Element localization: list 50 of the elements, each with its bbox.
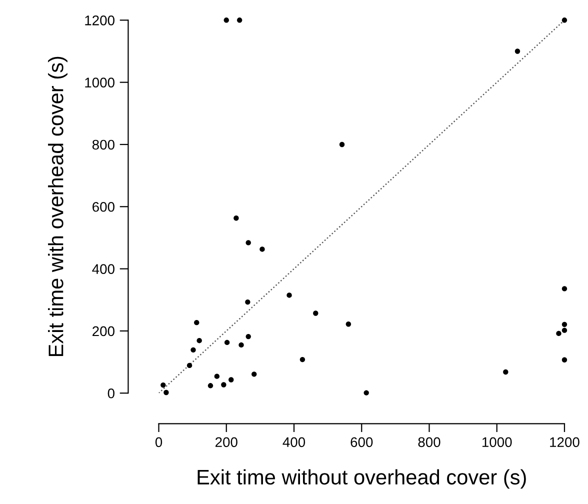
x-tick-label: 400 — [282, 437, 306, 448]
point — [208, 383, 214, 388]
point — [562, 322, 568, 328]
y-tick-label: 400 — [92, 264, 114, 274]
point — [562, 357, 568, 362]
x-tick-label: 0 — [155, 437, 162, 448]
point — [503, 369, 508, 375]
point — [228, 377, 234, 382]
x-tick-label: 600 — [350, 437, 373, 448]
point — [562, 328, 568, 333]
point — [556, 330, 562, 336]
point — [313, 310, 318, 316]
point — [224, 340, 230, 346]
point — [238, 342, 244, 348]
x-tick-label: 200 — [215, 437, 238, 448]
point — [286, 292, 292, 298]
point — [196, 338, 202, 344]
x-tick-label: 1000 — [482, 437, 512, 448]
y-tick-label: 600 — [92, 202, 114, 212]
x-tick-label: 1200 — [550, 437, 580, 448]
point — [246, 334, 251, 340]
point — [300, 356, 306, 362]
point — [224, 18, 229, 23]
point — [160, 382, 166, 388]
y-tick-label: 800 — [92, 140, 114, 150]
point — [364, 390, 369, 396]
point — [164, 390, 169, 396]
point — [194, 320, 200, 326]
y-tick-label: 0 — [108, 388, 114, 398]
y-tick-label: 1000 — [85, 78, 114, 88]
point — [214, 374, 220, 379]
point — [190, 347, 196, 353]
point — [260, 246, 265, 252]
y-axis-title: Exit time with overhead cover (s) — [48, 56, 68, 356]
point — [339, 142, 345, 148]
x-axis-title: Exit time without overhead cover (s) — [198, 469, 526, 489]
point — [236, 18, 242, 23]
point — [234, 216, 239, 221]
point — [562, 286, 568, 292]
point — [252, 372, 257, 377]
point — [221, 382, 226, 388]
point — [246, 240, 251, 246]
point — [562, 18, 568, 23]
point — [245, 299, 250, 305]
x-tick-label: 800 — [418, 437, 440, 448]
y-tick-label: 1200 — [85, 15, 114, 26]
y-tick-label: 200 — [92, 326, 114, 336]
point — [186, 362, 192, 368]
point — [514, 48, 520, 54]
point — [346, 322, 352, 327]
